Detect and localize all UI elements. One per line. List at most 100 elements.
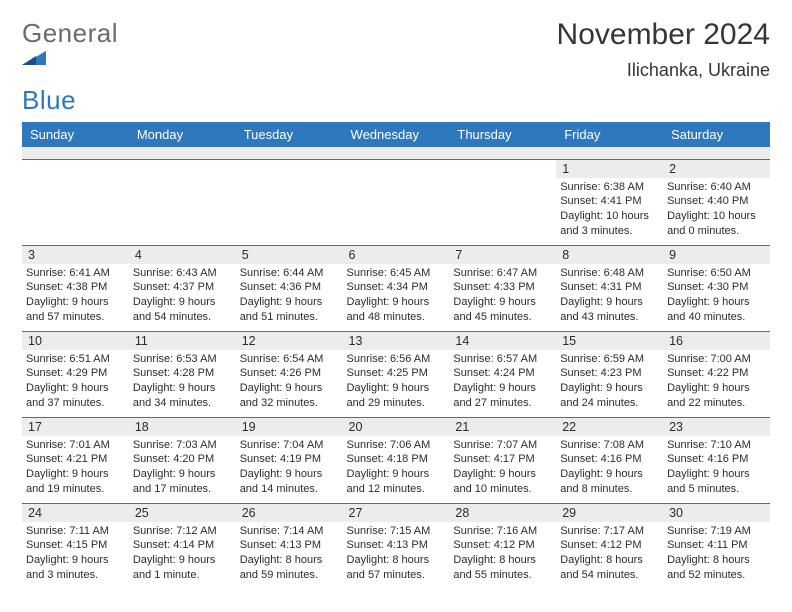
calendar-cell: 12Sunrise: 6:54 AMSunset: 4:26 PMDayligh… — [236, 331, 343, 417]
day-header: Saturday — [663, 122, 770, 147]
day-number: 23 — [663, 418, 770, 436]
daylight-text: Daylight: 8 hours and 59 minutes. — [240, 553, 339, 583]
daylight-text: Daylight: 9 hours and 3 minutes. — [26, 553, 125, 583]
sunrise-text: Sunrise: 6:47 AM — [453, 266, 552, 281]
calendar-cell: 11Sunrise: 6:53 AMSunset: 4:28 PMDayligh… — [129, 331, 236, 417]
day-number: 11 — [129, 332, 236, 350]
day-number: 6 — [343, 246, 450, 264]
day-number: 26 — [236, 504, 343, 522]
sunrise-text: Sunrise: 7:03 AM — [133, 438, 232, 453]
logo-triangle-icon — [22, 49, 118, 67]
daylight-text: Daylight: 9 hours and 48 minutes. — [347, 295, 446, 325]
sunrise-text: Sunrise: 6:40 AM — [667, 180, 766, 195]
calendar-cell: 28Sunrise: 7:16 AMSunset: 4:12 PMDayligh… — [449, 503, 556, 589]
calendar-cell: 1Sunrise: 6:38 AMSunset: 4:41 PMDaylight… — [556, 159, 663, 245]
daylight-text: Daylight: 9 hours and 5 minutes. — [667, 467, 766, 497]
calendar-cell: 27Sunrise: 7:15 AMSunset: 4:13 PMDayligh… — [343, 503, 450, 589]
sunrise-text: Sunrise: 7:08 AM — [560, 438, 659, 453]
sunrise-text: Sunrise: 6:48 AM — [560, 266, 659, 281]
sunset-text: Sunset: 4:38 PM — [26, 280, 125, 295]
sunset-text: Sunset: 4:21 PM — [26, 452, 125, 467]
header: General Blue November 2024 Ilichanka, Uk… — [22, 18, 770, 116]
day-number: 20 — [343, 418, 450, 436]
calendar-cell: 18Sunrise: 7:03 AMSunset: 4:20 PMDayligh… — [129, 417, 236, 503]
sunset-text: Sunset: 4:41 PM — [560, 194, 659, 209]
day-data: Sunrise: 7:16 AMSunset: 4:12 PMDaylight:… — [449, 522, 556, 585]
sunrise-text: Sunrise: 6:41 AM — [26, 266, 125, 281]
brand-text: General Blue — [22, 18, 118, 116]
sunrise-text: Sunrise: 6:59 AM — [560, 352, 659, 367]
day-number: 22 — [556, 418, 663, 436]
sunset-text: Sunset: 4:36 PM — [240, 280, 339, 295]
day-number: 28 — [449, 504, 556, 522]
daylight-text: Daylight: 9 hours and 57 minutes. — [26, 295, 125, 325]
day-data: Sunrise: 7:17 AMSunset: 4:12 PMDaylight:… — [556, 522, 663, 585]
sunset-text: Sunset: 4:31 PM — [560, 280, 659, 295]
daylight-text: Daylight: 9 hours and 10 minutes. — [453, 467, 552, 497]
daylight-text: Daylight: 9 hours and 32 minutes. — [240, 381, 339, 411]
sunrise-text: Sunrise: 7:16 AM — [453, 524, 552, 539]
sunrise-text: Sunrise: 7:10 AM — [667, 438, 766, 453]
day-data: Sunrise: 7:12 AMSunset: 4:14 PMDaylight:… — [129, 522, 236, 585]
daylight-text: Daylight: 9 hours and 51 minutes. — [240, 295, 339, 325]
sunset-text: Sunset: 4:25 PM — [347, 366, 446, 381]
day-data: Sunrise: 6:45 AMSunset: 4:34 PMDaylight:… — [343, 264, 450, 327]
sunrise-text: Sunrise: 6:50 AM — [667, 266, 766, 281]
location-subtitle: Ilichanka, Ukraine — [557, 60, 770, 81]
calendar-cell: 25Sunrise: 7:12 AMSunset: 4:14 PMDayligh… — [129, 503, 236, 589]
sunset-text: Sunset: 4:20 PM — [133, 452, 232, 467]
day-data: Sunrise: 6:41 AMSunset: 4:38 PMDaylight:… — [22, 264, 129, 327]
calendar-cell: 29Sunrise: 7:17 AMSunset: 4:12 PMDayligh… — [556, 503, 663, 589]
daylight-text: Daylight: 9 hours and 29 minutes. — [347, 381, 446, 411]
daylight-text: Daylight: 9 hours and 17 minutes. — [133, 467, 232, 497]
day-data: Sunrise: 7:07 AMSunset: 4:17 PMDaylight:… — [449, 436, 556, 499]
sunset-text: Sunset: 4:18 PM — [347, 452, 446, 467]
day-data: Sunrise: 6:38 AMSunset: 4:41 PMDaylight:… — [556, 178, 663, 241]
sunrise-text: Sunrise: 6:57 AM — [453, 352, 552, 367]
daylight-text: Daylight: 9 hours and 27 minutes. — [453, 381, 552, 411]
day-number: 27 — [343, 504, 450, 522]
daylight-text: Daylight: 9 hours and 34 minutes. — [133, 381, 232, 411]
day-data: Sunrise: 7:04 AMSunset: 4:19 PMDaylight:… — [236, 436, 343, 499]
brand-logo: General Blue — [22, 18, 118, 116]
day-number: 12 — [236, 332, 343, 350]
day-number: 10 — [22, 332, 129, 350]
sunrise-text: Sunrise: 6:43 AM — [133, 266, 232, 281]
calendar-cell: 2Sunrise: 6:40 AMSunset: 4:40 PMDaylight… — [663, 159, 770, 245]
calendar-head: SundayMondayTuesdayWednesdayThursdayFrid… — [22, 122, 770, 147]
sunset-text: Sunset: 4:12 PM — [560, 538, 659, 553]
calendar-cell: 14Sunrise: 6:57 AMSunset: 4:24 PMDayligh… — [449, 331, 556, 417]
day-header: Tuesday — [236, 122, 343, 147]
sunset-text: Sunset: 4:30 PM — [667, 280, 766, 295]
daylight-text: Daylight: 8 hours and 54 minutes. — [560, 553, 659, 583]
sunrise-text: Sunrise: 7:19 AM — [667, 524, 766, 539]
daylight-text: Daylight: 9 hours and 8 minutes. — [560, 467, 659, 497]
day-data: Sunrise: 7:10 AMSunset: 4:16 PMDaylight:… — [663, 436, 770, 499]
day-number: 4 — [129, 246, 236, 264]
sunrise-text: Sunrise: 7:04 AM — [240, 438, 339, 453]
day-number: 25 — [129, 504, 236, 522]
sunset-text: Sunset: 4:29 PM — [26, 366, 125, 381]
sunset-text: Sunset: 4:40 PM — [667, 194, 766, 209]
day-data: Sunrise: 7:03 AMSunset: 4:20 PMDaylight:… — [129, 436, 236, 499]
day-number: 13 — [343, 332, 450, 350]
brand-part2: Blue — [22, 85, 76, 115]
calendar-cell — [22, 159, 129, 245]
sunset-text: Sunset: 4:24 PM — [453, 366, 552, 381]
sunset-text: Sunset: 4:19 PM — [240, 452, 339, 467]
calendar-week: 24Sunrise: 7:11 AMSunset: 4:15 PMDayligh… — [22, 503, 770, 589]
day-data: Sunrise: 6:40 AMSunset: 4:40 PMDaylight:… — [663, 178, 770, 241]
day-header: Monday — [129, 122, 236, 147]
daylight-text: Daylight: 9 hours and 1 minute. — [133, 553, 232, 583]
sunset-text: Sunset: 4:23 PM — [560, 366, 659, 381]
day-number: 16 — [663, 332, 770, 350]
day-data: Sunrise: 6:43 AMSunset: 4:37 PMDaylight:… — [129, 264, 236, 327]
day-data: Sunrise: 6:48 AMSunset: 4:31 PMDaylight:… — [556, 264, 663, 327]
calendar-cell: 7Sunrise: 6:47 AMSunset: 4:33 PMDaylight… — [449, 245, 556, 331]
day-header: Friday — [556, 122, 663, 147]
day-data: Sunrise: 6:51 AMSunset: 4:29 PMDaylight:… — [22, 350, 129, 413]
sunset-text: Sunset: 4:34 PM — [347, 280, 446, 295]
sunset-text: Sunset: 4:28 PM — [133, 366, 232, 381]
day-data: Sunrise: 6:47 AMSunset: 4:33 PMDaylight:… — [449, 264, 556, 327]
day-data: Sunrise: 6:54 AMSunset: 4:26 PMDaylight:… — [236, 350, 343, 413]
